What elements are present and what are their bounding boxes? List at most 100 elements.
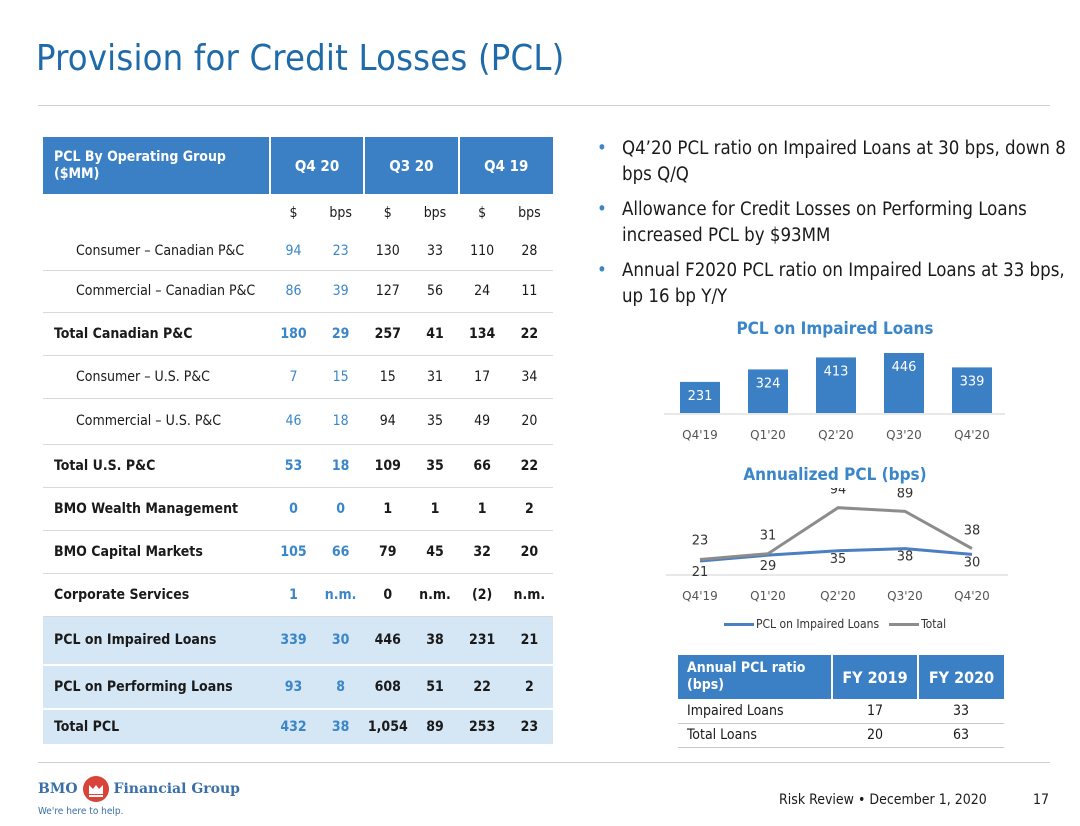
cell-value: 51: [411, 665, 459, 710]
page-number: 17: [1033, 792, 1050, 808]
cell-value: 46: [269, 398, 318, 445]
legend-label: Total: [921, 617, 947, 631]
cell-value: 130: [364, 232, 412, 271]
cell-value: 34: [505, 355, 553, 399]
unit-label: bps: [329, 205, 352, 221]
cell-value: 93: [269, 665, 318, 710]
table-row: BMO Wealth Management 0 0 1 1 1 2: [43, 487, 553, 531]
table-row: Consumer – U.S. P&C 7 15 15 31 17 34: [43, 355, 553, 399]
x-tick-label: Q1'20: [750, 589, 786, 603]
cell-value: 31: [411, 355, 459, 399]
x-tick-label: Q4'20: [954, 589, 990, 603]
annual-table-header-label: Annual PCL ratio (bps): [678, 655, 833, 699]
unit-label: $: [478, 205, 487, 221]
cell-value: 22: [505, 312, 553, 356]
cell-value: 134: [458, 312, 506, 356]
x-tick-label: Q4'19: [682, 428, 718, 442]
cell-value: 446: [364, 616, 412, 666]
cell-value: 53: [269, 444, 318, 488]
cell-value: 28: [505, 232, 553, 271]
logo-suffix: Financial Group: [113, 781, 240, 797]
row-label: Total Canadian P&C: [43, 312, 270, 356]
annual-pcl-ratio-table: Annual PCL ratio (bps) FY 2019 FY 2020 I…: [678, 655, 1004, 748]
x-tick-label: Q3'20: [886, 428, 922, 442]
bullet-item: • Annual F2020 PCL ratio on Impaired Loan…: [597, 260, 1065, 307]
cell-value: 7: [269, 355, 318, 399]
cell-value: 1: [458, 487, 506, 531]
bar-value-label: 339: [960, 374, 985, 389]
bar-value-label: 324: [756, 376, 781, 391]
cell-value: 24: [458, 270, 506, 313]
annual-column-header: FY 2020: [918, 655, 1004, 699]
table-row: Commercial – U.S. P&C 46 18 94 35 49 20: [43, 398, 553, 445]
title-divider: [38, 105, 1050, 106]
legend-swatch-total: [889, 622, 920, 626]
table-row: Total PCL 432 38 1,054 89 253 23: [43, 709, 553, 744]
cell-value: 105: [269, 530, 318, 574]
x-tick-label: Q2'20: [818, 428, 854, 442]
cell-value: n.m.: [411, 573, 459, 617]
x-tick-label: Q4'19: [682, 589, 718, 603]
table-row: Total Loans 20 63: [678, 723, 1004, 748]
annualized-pcl-line-chart: 21 29 35 38 30 23 31 94 89 38 Q4'19 Q1'20 Q2'20 Q3'20…: [666, 488, 1008, 603]
cell-value: 45: [411, 530, 459, 574]
cell-value: 20: [505, 530, 553, 574]
cell-value: 38: [411, 616, 459, 666]
unit-label: bps: [423, 205, 447, 221]
table-row: PCL on Impaired Loans 339 30 446 38 231 21: [43, 616, 553, 666]
row-label: Total U.S. P&C: [43, 444, 270, 488]
cell-value: 66: [458, 444, 506, 488]
cell-value: 35: [411, 398, 459, 445]
cell-value: 56: [411, 270, 459, 313]
period-header: Q4 19: [458, 137, 553, 194]
x-tick-label: Q2'20: [820, 589, 856, 603]
cell-value: 38: [317, 709, 365, 744]
row-label: Impaired Loans: [678, 699, 832, 724]
cell-value: (2): [458, 573, 506, 617]
row-label: Commercial – Canadian P&C: [43, 270, 270, 313]
cell-value: 20: [505, 398, 553, 445]
cell-value: 94: [364, 398, 412, 445]
cell-value: 32: [458, 530, 506, 574]
cell-value: 0: [364, 573, 412, 617]
unit-label: $: [383, 205, 392, 221]
cell-value: 89: [411, 709, 459, 744]
cell-value: 18: [317, 444, 365, 488]
annual-column-header: FY 2019: [832, 655, 919, 699]
cell-value: 41: [411, 312, 459, 356]
cell-value: 33: [411, 232, 459, 271]
cell-value: 1: [364, 487, 412, 531]
total-line: [699, 506, 973, 562]
cell-value: 253: [458, 709, 506, 744]
cell-value: 2: [505, 665, 553, 710]
row-label: BMO Capital Markets: [43, 530, 270, 574]
logo-brand: BMO: [38, 781, 78, 797]
row-label: PCL on Impaired Loans: [43, 616, 270, 666]
cell-value: 257: [364, 312, 412, 356]
data-label: 38: [897, 550, 914, 565]
cell-value: 17: [458, 355, 506, 399]
table-row: PCL on Performing Loans 93 8 608 51 22 2: [43, 665, 553, 710]
table-row: Consumer – Canadian P&C 94 23 130 33 110 28: [43, 232, 553, 271]
cell-value: 35: [411, 444, 459, 488]
cell-value: 11: [505, 270, 553, 313]
cell-value: 432: [269, 709, 318, 744]
table-row: Commercial – Canadian P&C 86 39 127 56 24 11: [43, 270, 553, 313]
cell-value: 23: [317, 232, 365, 271]
cell-value: n.m.: [317, 573, 365, 617]
cell-value: 0: [317, 487, 365, 531]
pcl-impaired-bar-chart: 231 Q4'19 324 Q1'20 413 Q2'20 446 Q3'20 339 Q4'20: [664, 353, 1005, 442]
bar-value-label: 446: [892, 360, 917, 375]
period-header: Q4 20: [269, 137, 366, 194]
cell-value: 79: [364, 530, 412, 574]
bmo-roundel-icon: [82, 776, 109, 802]
cell-value: 66: [317, 530, 365, 574]
data-label: 29: [760, 559, 777, 574]
cell-value: 17: [832, 699, 918, 724]
cell-value: 15: [317, 355, 365, 399]
cell-value: 63: [918, 723, 1004, 748]
row-label: Consumer – Canadian P&C: [43, 232, 270, 271]
legend-label: PCL on Impaired Loans: [756, 617, 880, 631]
pcl-by-operating-group-table: PCL By Operating Group ($MM) Q4 20 Q3 20…: [43, 137, 553, 744]
data-label: 35: [830, 552, 847, 567]
